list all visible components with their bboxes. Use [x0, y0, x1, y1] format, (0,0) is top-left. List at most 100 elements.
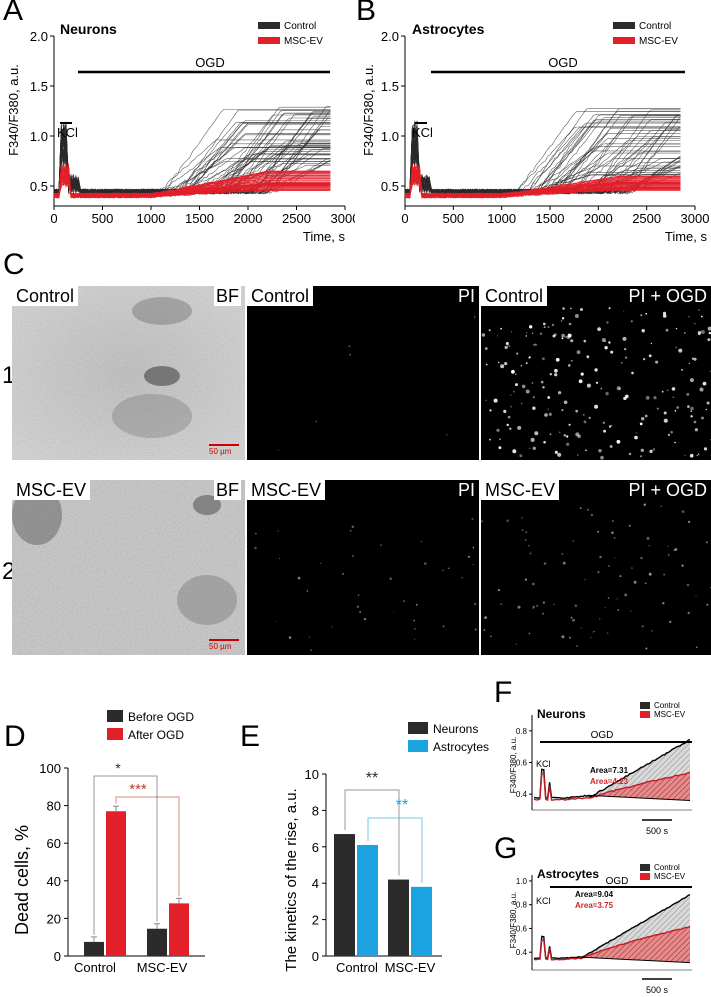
x-tick-label: 2500	[632, 211, 661, 226]
pi-spot	[684, 454, 686, 456]
y-tick-label: 1.0	[381, 129, 399, 144]
pi-spot	[699, 387, 704, 392]
pi-spot	[276, 621, 278, 623]
pi-spot	[705, 541, 708, 544]
y-tick-label: 0.4	[516, 948, 528, 957]
pi-spot	[560, 320, 563, 322]
pi-spot	[511, 369, 515, 374]
pi-spot	[504, 345, 508, 350]
legend-msc: MSC-EV	[654, 710, 686, 719]
pi-spot	[701, 416, 704, 420]
chart-d-sig1: *	[115, 760, 121, 776]
pi-spot	[547, 408, 549, 410]
pi-spot	[599, 555, 602, 559]
pi-spot	[562, 561, 566, 565]
pi-spot	[605, 391, 609, 396]
msc-trace	[404, 175, 681, 199]
pi-spot	[614, 557, 616, 559]
y-tick-label: 0.6	[516, 924, 528, 933]
micrograph-pi-control: Control PI	[247, 286, 479, 460]
bar	[357, 844, 378, 956]
pi-spot	[576, 645, 579, 648]
pi-spot	[515, 383, 518, 387]
micro-bf-msc-texture	[12, 480, 245, 655]
y-tick-label: 80	[47, 799, 61, 814]
sig-bracket	[93, 775, 158, 935]
y-tick-label: 0	[54, 949, 61, 964]
chart-e-ylabel: The kinetics of the rise, a.u.	[283, 788, 300, 971]
pi-spot	[553, 333, 557, 337]
msc-area-hatch	[580, 926, 690, 963]
pi-spot	[531, 332, 534, 334]
pi-spot	[586, 383, 591, 388]
pi-spot	[558, 391, 562, 395]
pi-spot	[598, 449, 602, 453]
pi-spot	[707, 326, 711, 331]
chart-b-legend: Control MSC-EV	[613, 21, 678, 47]
pi-spot	[352, 555, 354, 557]
pi-spot	[568, 423, 571, 426]
x-tick-label: 1500	[536, 211, 565, 226]
pi-spot	[666, 389, 669, 392]
pi-spot	[661, 390, 664, 393]
pi-spot	[691, 357, 695, 360]
pi-spot	[697, 332, 701, 336]
pi-spot	[667, 433, 671, 437]
y-tick-label: 0.6	[516, 759, 528, 768]
chart-a-title: Neurons	[60, 21, 117, 37]
pi-spot	[517, 425, 522, 430]
pi-spot	[663, 411, 667, 415]
pi-spot	[611, 531, 614, 534]
y-tick-label: 8	[312, 803, 319, 818]
pi-spot	[277, 449, 279, 451]
pi-spot	[676, 406, 680, 409]
chart-d-plot: 0 20 40 60 80 100	[39, 761, 205, 964]
pi-spot	[524, 578, 527, 581]
chart-d: Before OGD After OGD Dead cells, % 0 20 40…	[12, 710, 205, 975]
pi-spot	[646, 536, 650, 540]
pi-spot	[566, 435, 569, 438]
pi-spot	[645, 647, 648, 650]
pi-spot	[651, 629, 653, 632]
pi-spot	[706, 401, 710, 405]
pi-spot	[348, 345, 351, 348]
pi-spot	[577, 454, 579, 456]
pi-spot	[553, 603, 555, 605]
pi-spot	[529, 552, 532, 555]
pi-spot	[674, 410, 677, 412]
pi-spot	[600, 387, 603, 390]
chart-f-title: Neurons	[537, 707, 586, 721]
pi-spot	[380, 544, 382, 546]
panel-letter-c: C	[3, 248, 25, 281]
pi-spot	[609, 445, 613, 448]
panel-letter-b: B	[356, 0, 377, 27]
pi-spot	[608, 307, 611, 310]
pi-spot	[643, 358, 646, 361]
pi-spot	[531, 582, 535, 586]
pi-spot	[442, 569, 444, 572]
pi-spot	[521, 516, 523, 519]
pi-spot	[641, 417, 645, 421]
pi-spot	[474, 628, 477, 631]
pi-spot	[604, 346, 608, 350]
pi-spot	[574, 314, 579, 318]
pi-spot	[631, 371, 634, 375]
pi-spot	[616, 439, 621, 444]
x-tick-label: 3000	[331, 211, 355, 226]
pi-spot	[578, 379, 583, 384]
pi-spot	[645, 396, 650, 400]
area-baseline	[588, 794, 691, 801]
pi-spot	[639, 422, 643, 426]
pi-spot	[617, 609, 620, 611]
legend-astrocytes: Astrocytes	[433, 740, 489, 754]
pi-spot	[705, 408, 707, 411]
pi-spot	[467, 555, 470, 558]
y-tick-label: 100	[39, 761, 61, 776]
pi-spot	[277, 530, 279, 532]
pi-spot	[543, 562, 547, 565]
pi-spot	[497, 588, 500, 592]
y-tick-label: 4	[312, 876, 319, 891]
micro-pi-ogd-control-spots	[481, 307, 711, 460]
chart-f-area2: Area=4.23	[590, 777, 629, 786]
pi-spot	[544, 413, 548, 417]
